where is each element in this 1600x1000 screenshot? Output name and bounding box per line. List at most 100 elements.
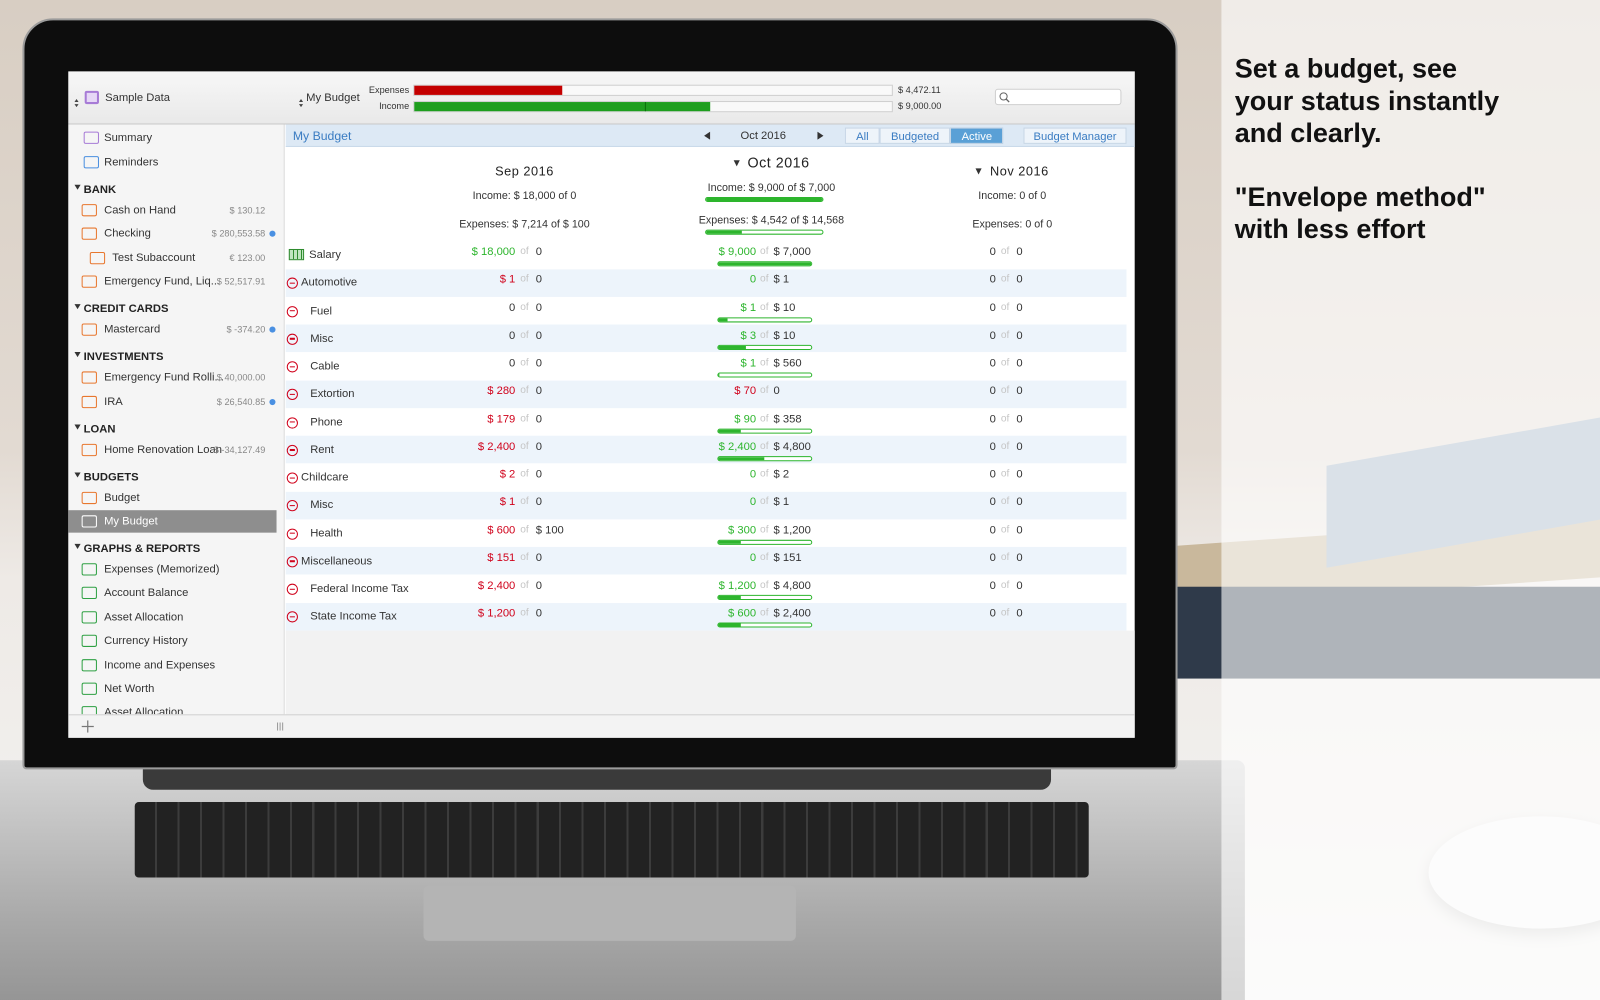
expense-icon bbox=[286, 416, 298, 429]
budget-manager-button[interactable]: Budget Manager bbox=[1023, 127, 1127, 144]
of-label: of bbox=[760, 245, 769, 258]
filter-button[interactable]: Active bbox=[950, 127, 1004, 144]
summary-track bbox=[413, 101, 893, 113]
sidebar-icon bbox=[81, 371, 97, 384]
budget-amount: 0 bbox=[1016, 468, 1023, 481]
category-name[interactable]: Childcare bbox=[301, 471, 349, 484]
file-name[interactable]: Sample Data bbox=[105, 91, 170, 105]
disclosure-triangle bbox=[74, 304, 81, 310]
sidebar-item[interactable]: Net Worth bbox=[104, 682, 155, 695]
category-name[interactable]: Rent bbox=[310, 443, 334, 456]
add-button[interactable] bbox=[81, 720, 94, 733]
actual-amount: $ 280 bbox=[487, 384, 516, 398]
trackpad bbox=[423, 885, 796, 941]
headline-line: Set a budget, see bbox=[1234, 53, 1458, 84]
budget-amount: 0 bbox=[535, 245, 542, 259]
progress-track bbox=[716, 316, 812, 322]
budget-amount: $ 1,200 bbox=[773, 523, 811, 537]
account-balance: $ 130.12 bbox=[229, 205, 266, 216]
progress-track bbox=[716, 622, 812, 628]
of-label: of bbox=[520, 607, 529, 619]
marketing-text: Set a budget, see your status instantly an… bbox=[1235, 53, 1592, 245]
actual-amount: 0 bbox=[509, 357, 516, 370]
sidebar-item[interactable]: Expenses (Memorized) bbox=[104, 563, 220, 576]
of-label: of bbox=[520, 273, 529, 285]
sidebar-item[interactable]: Home Renovation Loan bbox=[104, 443, 223, 456]
category-name[interactable]: Misc bbox=[310, 332, 334, 345]
filter-group: All Budgeted Active bbox=[844, 127, 1004, 144]
toolbar bbox=[68, 71, 1135, 125]
category-name[interactable]: Miscellaneous bbox=[301, 554, 373, 568]
category-name[interactable]: Misc bbox=[310, 499, 334, 512]
sidebar-section-title: BUDGETS bbox=[83, 471, 139, 484]
sidebar-item[interactable]: Budget bbox=[104, 491, 140, 504]
category-name[interactable]: State Income Tax bbox=[310, 610, 397, 623]
category-name[interactable]: Phone bbox=[310, 415, 343, 429]
month-income: Income: 0 of 0 bbox=[978, 189, 1047, 203]
actual-amount: 0 bbox=[989, 384, 996, 398]
sidebar-item[interactable]: Summary bbox=[104, 131, 153, 144]
headline-line: your status instantly bbox=[1234, 85, 1500, 116]
sidebar-item[interactable]: Asset Allocation bbox=[104, 611, 184, 624]
sidebar-item[interactable]: My Budget bbox=[104, 515, 158, 528]
sidebar-item[interactable]: Asset Allocation bbox=[104, 706, 184, 715]
budget-amount: 0 bbox=[535, 412, 542, 425]
category-name[interactable]: Cable bbox=[310, 360, 340, 373]
category-name[interactable]: Salary bbox=[309, 248, 342, 262]
of-label: of bbox=[760, 551, 769, 564]
month-expenses: Expenses: $ 7,214 of $ 100 bbox=[459, 218, 590, 231]
budget-amount: 0 bbox=[535, 301, 542, 314]
sidebar-item[interactable]: Emergency Fund Rolli... bbox=[104, 371, 224, 384]
account-balance: $ 40,000.00 bbox=[216, 372, 266, 383]
minus bbox=[289, 282, 295, 284]
sidebar-item[interactable]: Cash on Hand bbox=[104, 204, 176, 217]
filter-button[interactable]: Budgeted bbox=[879, 127, 951, 144]
sidebar-item[interactable]: Test Subaccount bbox=[112, 251, 196, 265]
category-name[interactable]: Health bbox=[310, 527, 343, 540]
sidebar-item[interactable]: Reminders bbox=[104, 156, 159, 169]
minus bbox=[289, 616, 295, 618]
sidebar-item[interactable]: Checking bbox=[104, 227, 151, 241]
category-name[interactable]: Extortion bbox=[310, 388, 355, 401]
budget-amount: 0 bbox=[1016, 301, 1023, 314]
progress-fill bbox=[717, 456, 765, 460]
of-label: of bbox=[1000, 357, 1010, 369]
sidebar-icon bbox=[83, 156, 99, 169]
sidebar-item[interactable]: IRA bbox=[104, 395, 123, 408]
sidebar-section-title: GRAPHS & REPORTS bbox=[83, 542, 201, 556]
of-label: of bbox=[1000, 607, 1010, 619]
actual-amount: 0 bbox=[749, 468, 757, 481]
category-name[interactable]: Fuel bbox=[310, 304, 333, 317]
account-balance: $ 52,517.91 bbox=[216, 276, 266, 287]
account-balance: $ -374.20 bbox=[226, 324, 266, 335]
sidebar-item[interactable]: Income and Expenses bbox=[104, 658, 216, 672]
budget-amount: 0 bbox=[535, 329, 542, 342]
of-label: of bbox=[1000, 301, 1010, 313]
progress-fill bbox=[717, 345, 746, 349]
sidebar-item[interactable]: Account Balance bbox=[104, 587, 189, 600]
of-label: of bbox=[520, 551, 529, 564]
budget-amount: $ 1 bbox=[773, 273, 790, 286]
sidebar-item[interactable]: Emergency Fund, Liq... bbox=[104, 275, 221, 288]
disclosure-triangle bbox=[74, 184, 81, 190]
expense-icon bbox=[286, 528, 298, 540]
actual-amount: 0 bbox=[749, 496, 757, 509]
sidebar-item[interactable]: Mastercard bbox=[104, 323, 161, 336]
category-name[interactable]: Federal Income Tax bbox=[310, 582, 409, 595]
row-stripe bbox=[285, 602, 1127, 631]
search-field[interactable] bbox=[994, 88, 1122, 106]
period-next[interactable] bbox=[817, 131, 824, 140]
category-name[interactable]: Automotive bbox=[301, 276, 358, 290]
month-expenses: Expenses: $ 4,542 of $ 14,568 bbox=[698, 214, 845, 227]
sidebar-item[interactable]: Currency History bbox=[104, 634, 188, 648]
summary-track bbox=[413, 84, 893, 96]
progress-track bbox=[716, 344, 812, 350]
month-name: Sep 2016 bbox=[495, 164, 554, 179]
budget-selector[interactable]: My Budget bbox=[306, 91, 360, 105]
of-label: of bbox=[520, 412, 529, 424]
filter-button[interactable]: All bbox=[844, 127, 880, 144]
period-prev[interactable] bbox=[704, 131, 711, 140]
